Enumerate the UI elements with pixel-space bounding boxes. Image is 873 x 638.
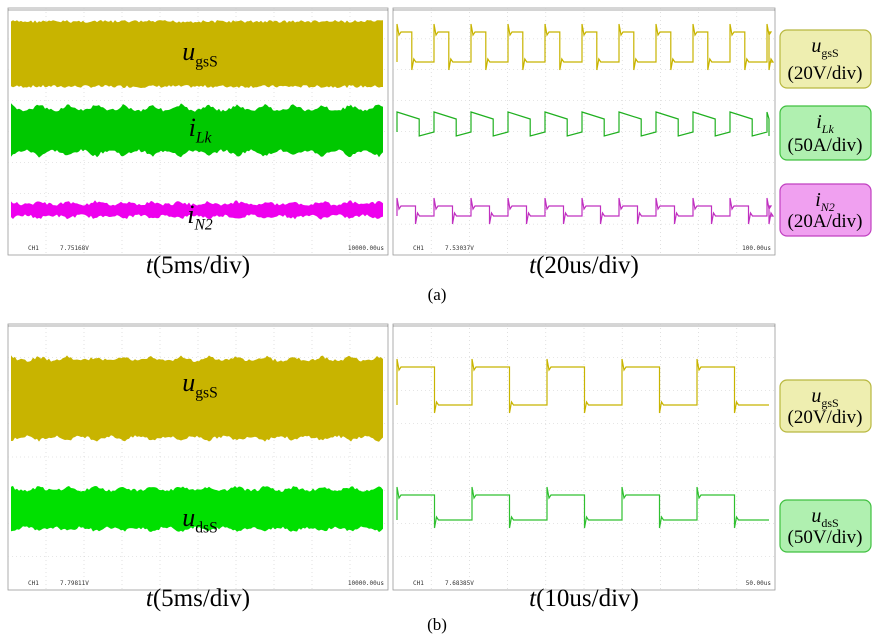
channel-scale: (50A/div): [788, 135, 863, 156]
scope-readout: 50.00us: [746, 580, 772, 587]
time-base: t(5ms/div): [146, 252, 250, 279]
symbol: u: [182, 368, 195, 397]
symbol: u: [182, 37, 195, 66]
time-scale: (5ms/div): [153, 252, 250, 279]
channel-scale: (20V/div): [788, 407, 863, 428]
subscript: dsS: [195, 520, 218, 537]
scope-readout: 7.68385V: [445, 580, 474, 587]
scope-readout: 10000.00us: [348, 245, 385, 252]
scope-readout: CH1: [413, 245, 424, 252]
symbol: i: [187, 200, 194, 229]
symbol: u: [811, 505, 821, 527]
symbol: u: [811, 385, 821, 407]
subscript: N2: [194, 217, 213, 234]
symbol: u: [811, 35, 821, 57]
panel-label: (a): [428, 285, 447, 304]
subscript: gsS: [195, 54, 218, 71]
time-base: t(5ms/div): [146, 585, 250, 612]
scope-readout: 100.00us: [742, 245, 771, 252]
subscript: gsS: [821, 46, 838, 60]
symbol: i: [189, 113, 196, 142]
figure: CH1 7.75168V 10000.00us t(5ms/div) CH1 7.5303…: [0, 0, 873, 638]
channel-scale: (20A/div): [788, 211, 863, 232]
scope-readout: CH1: [28, 580, 39, 587]
scope-readout: 10000.00us: [348, 580, 385, 587]
subscript: Lk: [195, 130, 213, 147]
time-scale: (20us/div): [536, 252, 639, 279]
time-base: t(20us/div): [529, 252, 639, 279]
subscript: gsS: [195, 385, 218, 402]
time-scale: (5ms/div): [153, 585, 250, 612]
channel-scale: (50V/div): [788, 527, 863, 548]
time-scale: (10us/div): [536, 585, 639, 612]
scope-readout: CH1: [28, 245, 39, 252]
scope-readout: 7.53037V: [445, 245, 474, 252]
time-base: t(10us/div): [529, 585, 639, 612]
subscript: Lk: [821, 122, 835, 136]
scope-readout: 7.79811V: [60, 580, 89, 587]
scope-readout: CH1: [413, 580, 424, 587]
scope-readout: 7.75168V: [60, 245, 89, 252]
panel-label: (b): [427, 615, 447, 634]
channel-scale: (20V/div): [788, 63, 863, 84]
symbol: u: [182, 503, 195, 532]
